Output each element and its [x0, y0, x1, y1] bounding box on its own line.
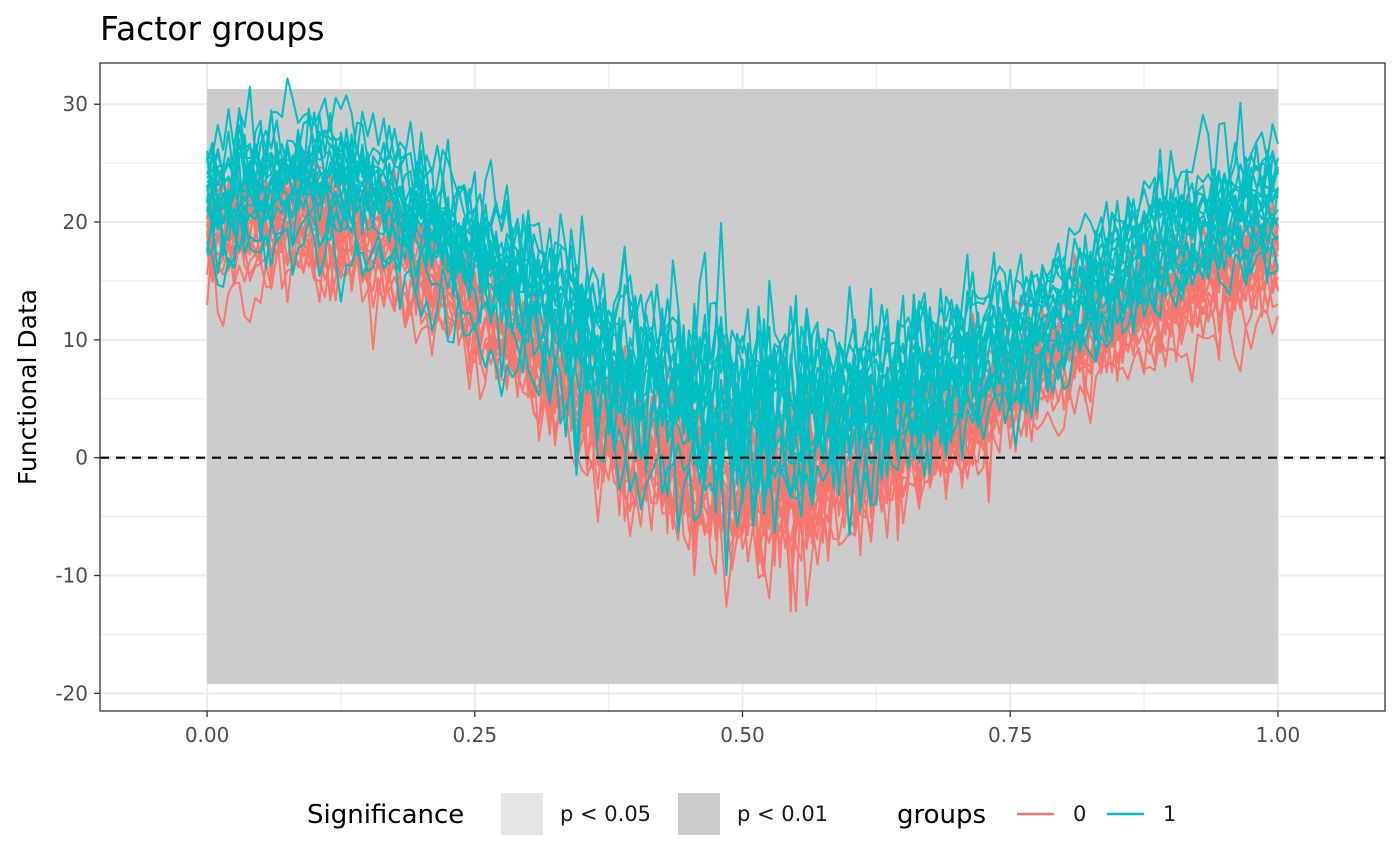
- legend-significance-label: p < 0.01: [737, 802, 828, 826]
- series-1-curve: [206, 77, 1279, 468]
- y-tick-label: 20: [63, 210, 88, 234]
- legend-group-label: 1: [1163, 802, 1176, 826]
- series-1-curve: [206, 191, 1279, 518]
- x-tick-label: 0.25: [453, 723, 498, 747]
- y-axis-label: Functional Data: [13, 289, 42, 485]
- legend-group-label: 0: [1073, 802, 1086, 826]
- x-tick-label: 0.75: [988, 723, 1033, 747]
- y-tick-label: 30: [63, 92, 88, 116]
- series-1-curve: [206, 213, 1279, 576]
- x-tick-label: 1.00: [1256, 723, 1301, 747]
- y-tick-label: 10: [63, 328, 88, 352]
- series-1-curve: [206, 109, 1279, 450]
- chart-title: Factor groups: [100, 9, 325, 48]
- axis-ticks: -20 -10 0 10 20 30 0.00 0.25 0.50 0.75 1.00: [55, 92, 1300, 747]
- legend-significance-key: [678, 793, 720, 835]
- series-0-curve: [206, 189, 1279, 613]
- series-0-curve: [206, 239, 1279, 613]
- series-1-curve: [206, 107, 1279, 440]
- legend-significance-key: [501, 793, 543, 835]
- series-1-curve: [206, 139, 1279, 489]
- y-tick-label: 0: [75, 446, 88, 470]
- legend: Significance p < 0.05 p < 0.01 groups 0 1: [307, 793, 1176, 835]
- y-tick-label: -10: [55, 564, 88, 588]
- legend-significance-label: p < 0.05: [560, 802, 651, 826]
- x-tick-label: 0.00: [185, 723, 230, 747]
- legend-significance-title: Significance: [307, 800, 464, 830]
- curves: [206, 77, 1279, 613]
- y-tick-label: -20: [55, 681, 88, 705]
- legend-groups-title: groups: [897, 800, 986, 830]
- x-tick-label: 0.50: [720, 723, 765, 747]
- series-1-curve: [206, 112, 1279, 470]
